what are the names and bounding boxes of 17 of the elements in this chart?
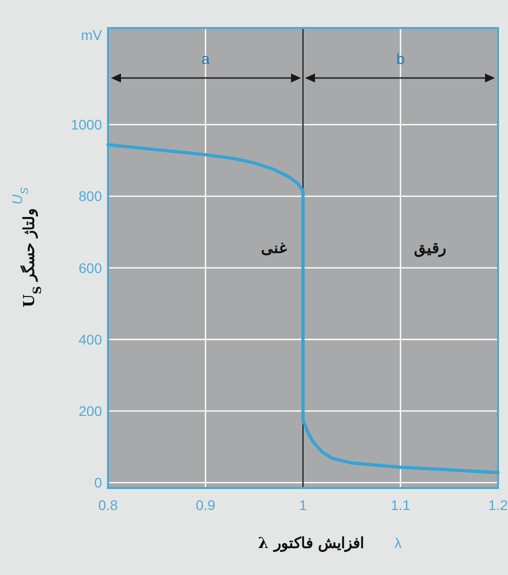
x-axis-title: افزایش فاکتور λ	[258, 534, 364, 552]
annotation: رقیق	[414, 239, 446, 257]
line-series	[106, 143, 500, 474]
y-tick-label: 200	[78, 403, 102, 420]
text: λ	[394, 535, 402, 551]
x-tick-label: 1	[299, 497, 308, 513]
y-tick-label: 800	[78, 188, 102, 204]
y-tick-label: 1000	[70, 116, 102, 133]
y-tick-label: 600	[78, 260, 102, 276]
x-tick-label: 0.8	[98, 497, 118, 513]
x-tick-label: 1.1	[390, 497, 410, 513]
x-tick-label: 1.2	[488, 497, 508, 513]
y-tick-label: 0	[94, 474, 102, 491]
x-tick-label: 0.9	[196, 497, 216, 513]
y-tick-label: 400	[78, 331, 102, 348]
annotation: غنی	[260, 239, 287, 257]
text: mV	[81, 27, 103, 43]
